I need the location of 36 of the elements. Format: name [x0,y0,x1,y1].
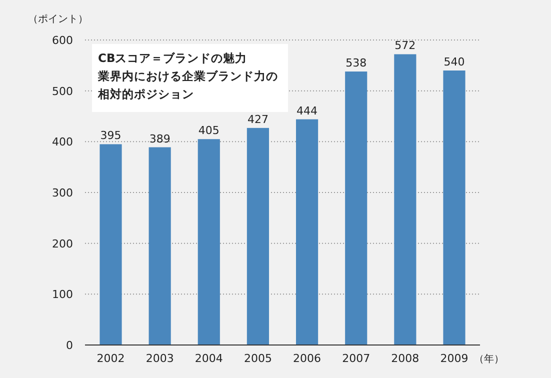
x-tick-label: 2006 [293,352,322,365]
data-label: 389 [149,132,170,146]
x-tick-label: 2003 [146,352,174,365]
x-tick-label: 2005 [244,352,272,365]
data-label: 572 [394,39,416,52]
bar [198,139,220,345]
bar [443,70,466,345]
y-tick-label: 0 [66,339,73,352]
annotation: 業界内における企業ブランド力の [97,69,278,83]
data-label: 395 [100,129,122,142]
data-label: 405 [198,124,220,138]
bar [345,72,368,345]
bar [100,144,122,345]
y-tick-label: 300 [52,186,73,200]
x-tick-label: 2007 [342,352,370,365]
y-tick-label: 400 [52,136,73,149]
y-axis-title: （ポイント） [28,14,88,25]
x-tick-label: 2009 [440,352,468,365]
x-axis-title: （年） [474,353,504,365]
data-label: 444 [296,104,318,118]
data-label: 540 [444,56,465,68]
bar [246,128,270,345]
bar [296,119,318,345]
y-tick-label: 200 [52,237,73,250]
data-label: 538 [346,56,367,70]
y-tick-label: 100 [52,288,73,302]
x-tick-label: 2004 [194,352,223,365]
y-tick-label: 500 [52,84,73,98]
data-label: 427 [247,112,268,126]
annotation: 相対的ポジション [97,87,194,101]
y-tick-label: 600 [52,34,73,47]
bar [148,147,171,345]
x-tick-label: 2008 [391,352,420,365]
bar [394,54,416,345]
annotation: CBスコア＝ブランドの魅力 [98,51,248,65]
x-tick-label: 2002 [96,352,125,365]
